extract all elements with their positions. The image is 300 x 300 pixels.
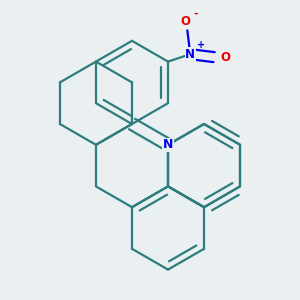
Text: O: O xyxy=(220,51,230,64)
Text: -: - xyxy=(193,9,198,19)
Text: O: O xyxy=(181,15,191,28)
Text: +: + xyxy=(196,40,205,50)
Text: N: N xyxy=(185,48,195,61)
Text: N: N xyxy=(163,138,173,151)
